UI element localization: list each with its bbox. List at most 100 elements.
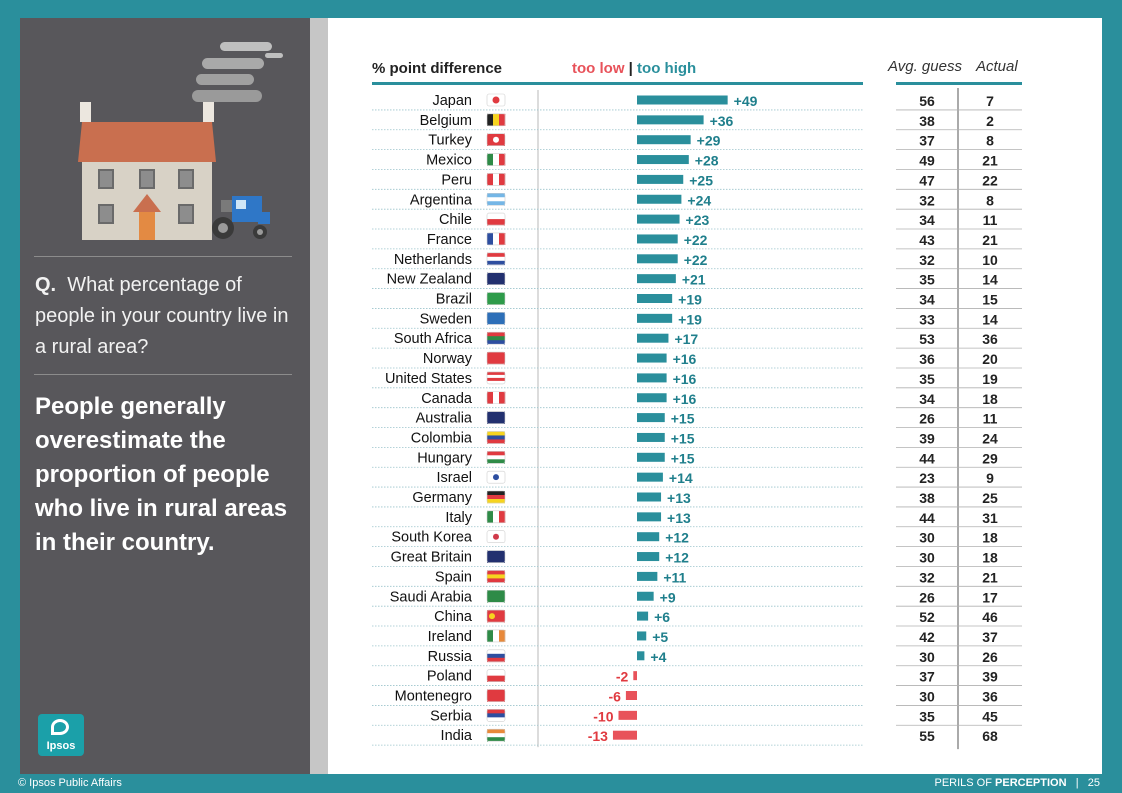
- actual-value: 19: [982, 371, 998, 387]
- actual-header: Actual: [976, 58, 1018, 75]
- farmhouse-illustration: [78, 42, 283, 240]
- bar: [637, 294, 673, 303]
- data-label: +4: [650, 649, 666, 665]
- logo-text: Ipsos: [46, 740, 76, 752]
- data-label: +22: [684, 252, 708, 268]
- sweden-flag-icon: [486, 312, 506, 325]
- actual-value: 26: [982, 649, 998, 665]
- footer-series-strong: PERCEPTION: [995, 777, 1067, 789]
- china-flag-icon: [486, 609, 506, 623]
- avg-guess-value: 26: [919, 411, 935, 427]
- divider: [34, 256, 292, 257]
- country-label: Mexico: [426, 153, 472, 169]
- data-label: +16: [673, 371, 697, 387]
- bar: [637, 611, 649, 621]
- turkey-flag-icon: [486, 133, 506, 146]
- ireland-flag-icon: [486, 629, 506, 643]
- legend-divider: |: [628, 60, 633, 77]
- data-label: +15: [671, 430, 695, 446]
- avg-guess-value: 42: [919, 629, 935, 645]
- serbia-flag-icon: [486, 709, 506, 722]
- peru-flag-icon: [486, 173, 506, 186]
- bar: [637, 452, 665, 462]
- avg-guess-value: 23: [919, 470, 935, 486]
- footer-separator: |: [1075, 777, 1079, 789]
- japan-flag-icon: [486, 93, 506, 107]
- germany-flag-icon: [486, 490, 506, 504]
- data-label: +6: [654, 609, 670, 625]
- actual-value: 18: [982, 550, 998, 566]
- actual-value: 36: [982, 689, 998, 705]
- actual-value: 8: [986, 192, 994, 208]
- data-label: +11: [663, 569, 686, 585]
- bar: [637, 95, 728, 105]
- bar: [637, 115, 704, 125]
- avg-guess-value: 47: [919, 172, 935, 188]
- colombia-flag-icon: [486, 431, 506, 444]
- avg-guess-value: 34: [919, 292, 935, 308]
- header-rule: [372, 82, 863, 85]
- avg-guess-value: 35: [919, 272, 935, 288]
- avg-guess-value: 37: [919, 133, 935, 149]
- country-label: Great Britain: [391, 550, 472, 566]
- avg-guess-value: 38: [919, 113, 935, 129]
- data-label: +14: [669, 470, 693, 486]
- data-label: +25: [689, 172, 713, 188]
- smoke-icon: [192, 42, 283, 102]
- avg-guess-value: 30: [919, 649, 935, 665]
- bar: [637, 174, 684, 184]
- country-label: Argentina: [410, 192, 473, 208]
- netherlands-flag-icon: [486, 252, 506, 266]
- bar: [637, 254, 678, 264]
- data-label: +12: [665, 530, 689, 546]
- copyright: © Ipsos Public Affairs: [18, 777, 122, 789]
- actual-value: 14: [982, 272, 998, 288]
- bar: [637, 552, 660, 562]
- country-label: Israel: [437, 470, 472, 486]
- ipsos-logo: Ipsos: [38, 714, 84, 756]
- montenegro-flag-icon: [486, 689, 506, 702]
- bar: [625, 691, 637, 700]
- actual-value: 21: [982, 232, 998, 248]
- country-label: India: [441, 728, 473, 744]
- avg-guess-value: 30: [919, 550, 935, 566]
- data-label: +9: [660, 589, 676, 605]
- bar: [637, 135, 691, 145]
- actual-value: 22: [982, 172, 998, 188]
- avg-guess-value: 26: [919, 589, 935, 605]
- bar: [637, 651, 645, 661]
- legend-too-low: too low: [572, 60, 625, 77]
- bar: [637, 413, 665, 423]
- data-label: +17: [674, 331, 698, 347]
- chart-panel: % point difference too low | too high Av…: [328, 18, 1102, 774]
- avg-guess-value: 56: [919, 93, 935, 109]
- legend-too-high: too high: [637, 60, 697, 77]
- actual-value: 25: [982, 490, 998, 506]
- bar: [637, 214, 680, 224]
- data-label: -10: [593, 708, 613, 724]
- data-label: +16: [673, 391, 697, 407]
- poland-flag-icon: [486, 669, 506, 682]
- avg-guess-value: 49: [919, 153, 935, 169]
- data-label: +29: [697, 133, 721, 149]
- data-label: +24: [687, 192, 711, 208]
- india-flag-icon: [486, 728, 506, 742]
- avg-guess-value: 44: [919, 450, 935, 466]
- hungary-flag-icon: [486, 450, 506, 464]
- data-label: +22: [684, 232, 708, 248]
- country-label: United States: [385, 371, 472, 387]
- data-label: +15: [671, 411, 695, 427]
- spain-flag-icon: [486, 570, 506, 583]
- country-label: China: [434, 609, 473, 625]
- avg-guess-value: 37: [919, 669, 935, 685]
- actual-value: 11: [983, 212, 998, 228]
- actual-value: 2: [986, 113, 994, 129]
- country-label: Peru: [441, 172, 472, 188]
- bar: [637, 432, 665, 442]
- country-label: France: [427, 232, 472, 248]
- actual-value: 37: [982, 629, 998, 645]
- actual-value: 21: [982, 569, 998, 585]
- country-label: Ireland: [428, 629, 472, 645]
- country-label: Colombia: [411, 430, 473, 446]
- actual-value: 21: [982, 153, 998, 169]
